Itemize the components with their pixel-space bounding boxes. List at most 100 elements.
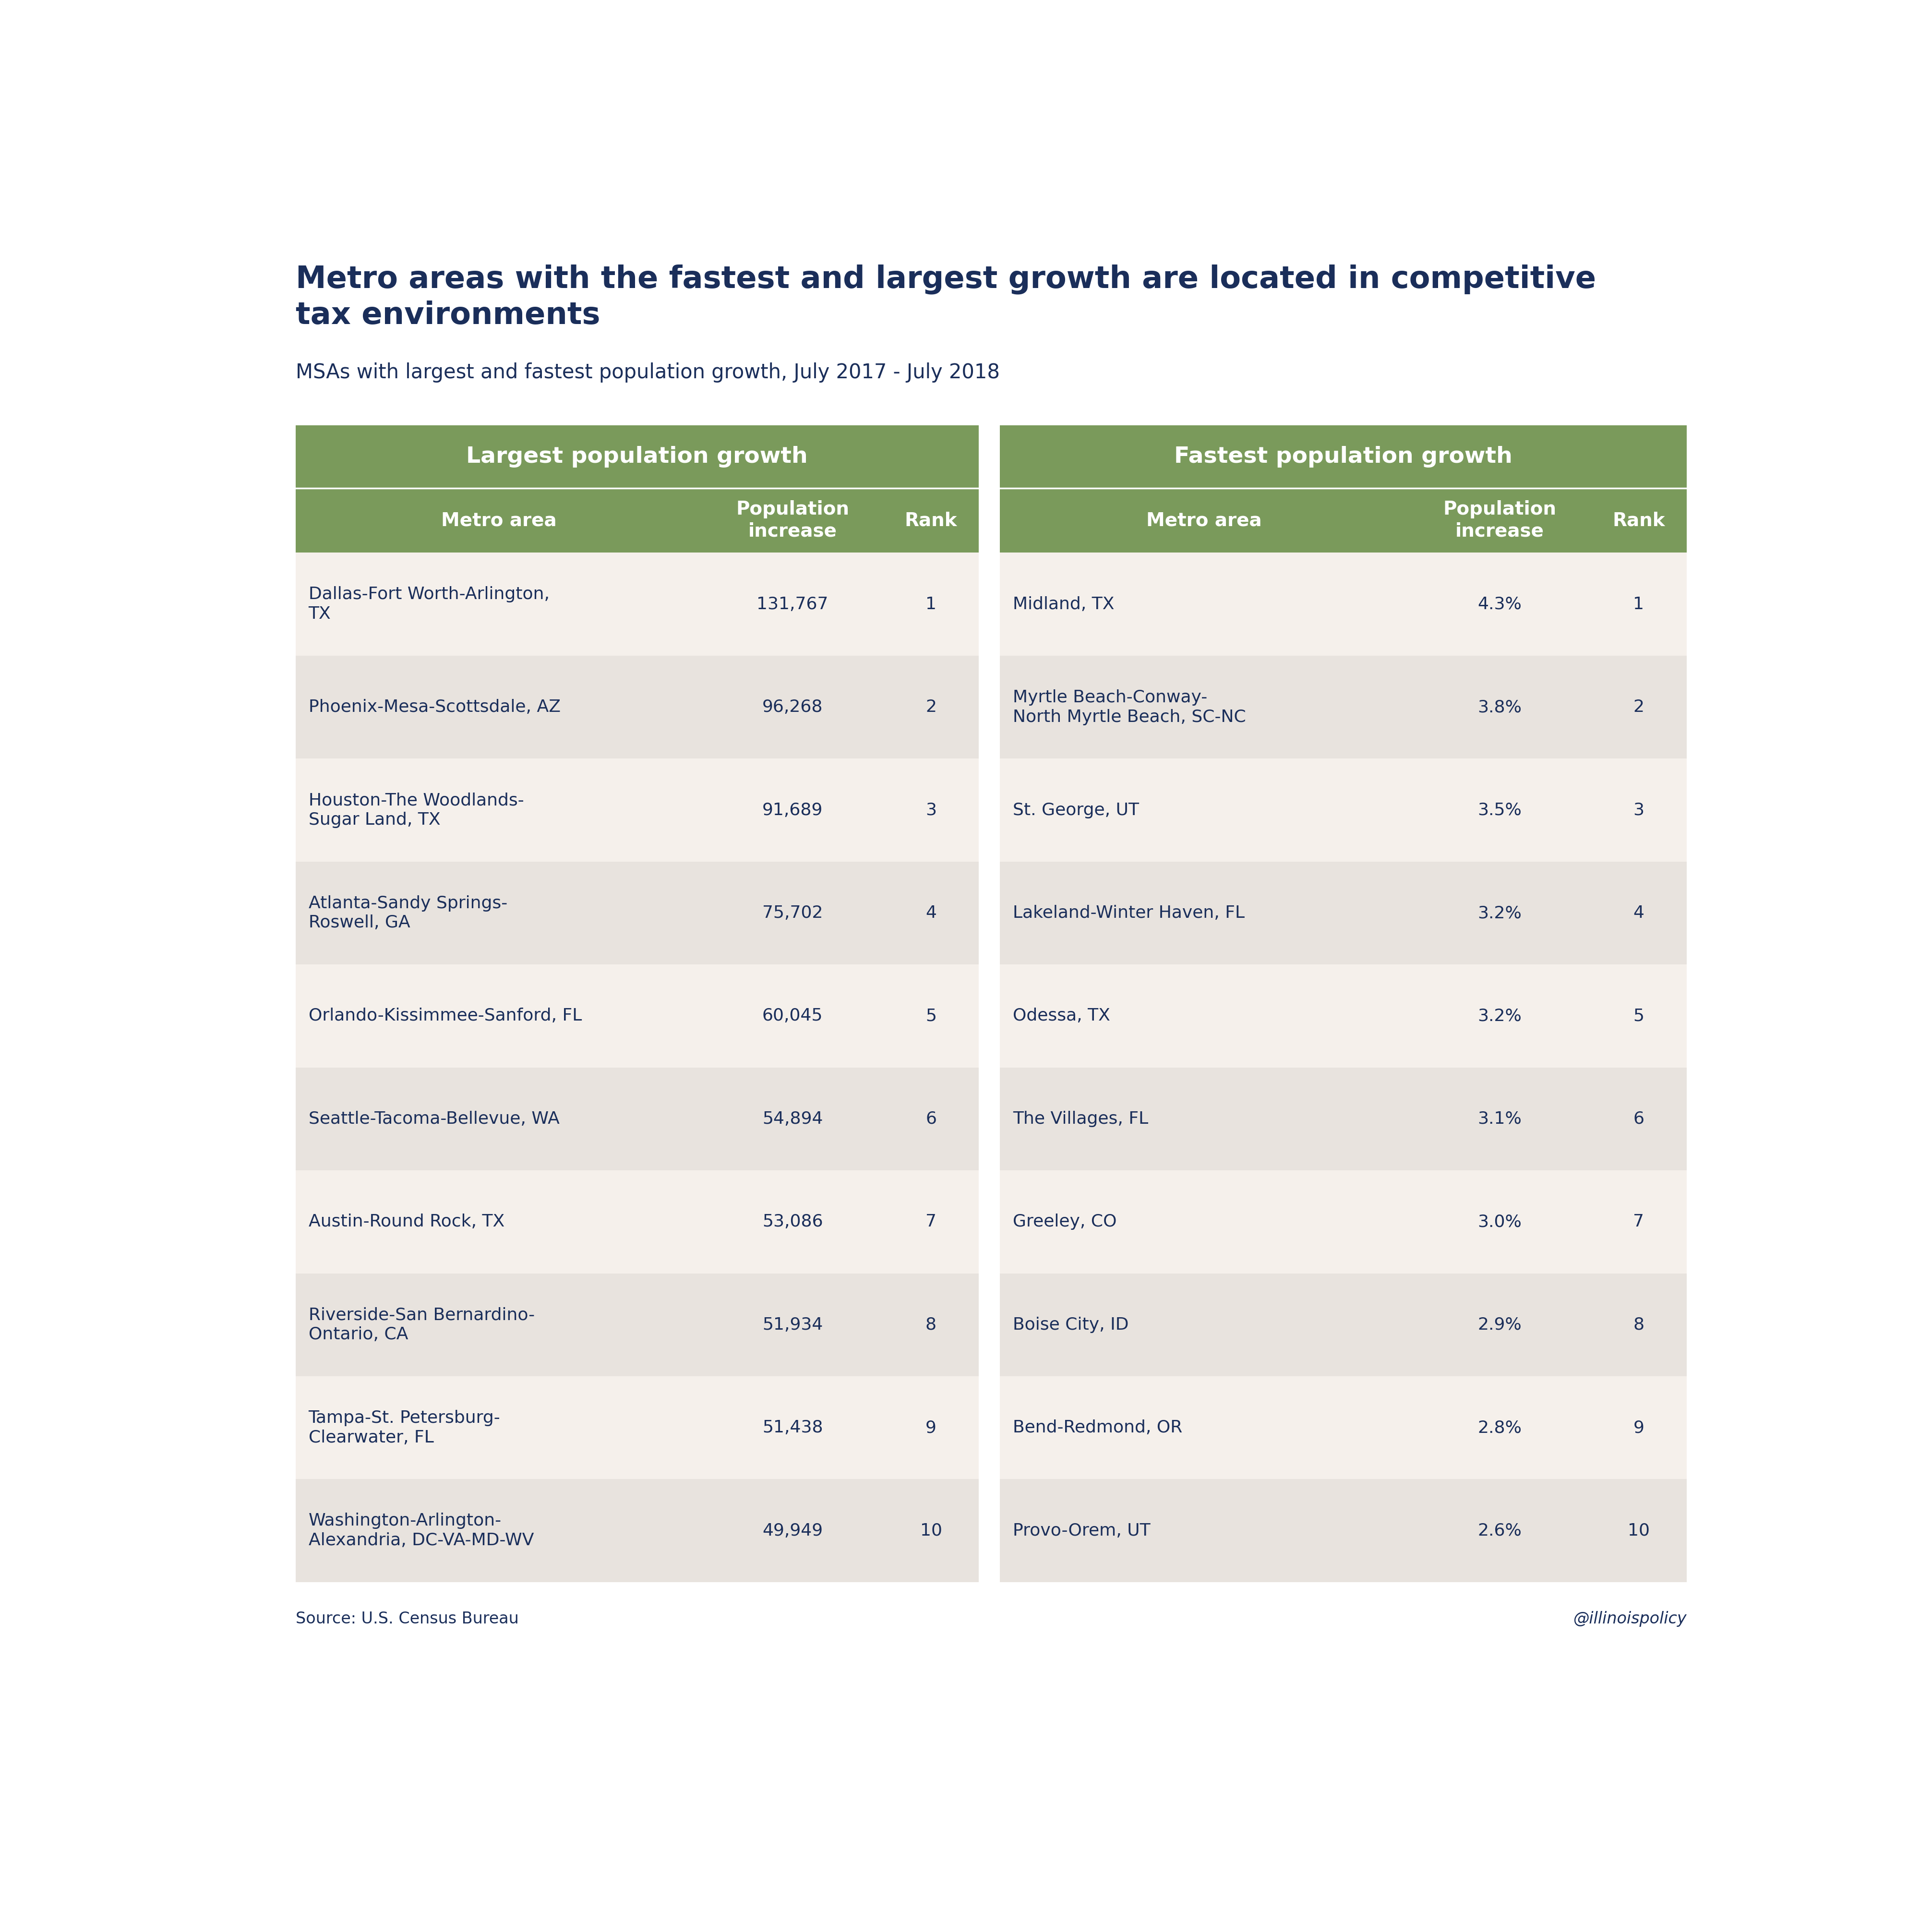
Text: Midland, TX: Midland, TX — [1012, 596, 1115, 612]
Text: Bend-Redmond, OR: Bend-Redmond, OR — [1012, 1420, 1182, 1435]
Bar — [999, 552, 1687, 655]
Bar — [296, 655, 980, 759]
Text: Metro area: Metro area — [1146, 512, 1262, 529]
Text: 4: 4 — [925, 906, 937, 921]
Text: 54,894: 54,894 — [763, 1110, 823, 1127]
Text: Provo-Orem, UT: Provo-Orem, UT — [1012, 1523, 1150, 1538]
Text: 51,934: 51,934 — [763, 1317, 823, 1334]
Text: 4.3%: 4.3% — [1478, 596, 1522, 612]
Text: 8: 8 — [1633, 1317, 1644, 1334]
Bar — [296, 862, 980, 965]
Text: 2.6%: 2.6% — [1478, 1523, 1522, 1538]
Text: Orlando-Kissimmee-Sanford, FL: Orlando-Kissimmee-Sanford, FL — [309, 1007, 582, 1024]
Text: The Villages, FL: The Villages, FL — [1012, 1110, 1148, 1127]
Text: Seattle-Tacoma-Bellevue, WA: Seattle-Tacoma-Bellevue, WA — [309, 1110, 560, 1127]
Text: St. George, UT: St. George, UT — [1012, 803, 1138, 818]
Text: Source: U.S. Census Bureau: Source: U.S. Census Bureau — [296, 1611, 518, 1626]
Text: Metro area: Metro area — [440, 512, 556, 529]
Bar — [980, 487, 999, 552]
Text: 8: 8 — [925, 1317, 937, 1334]
Text: Phoenix-Mesa-Scottsdale, AZ: Phoenix-Mesa-Scottsdale, AZ — [309, 699, 560, 715]
Text: 9: 9 — [1633, 1420, 1644, 1435]
Bar — [296, 1068, 980, 1170]
Text: 75,702: 75,702 — [763, 906, 823, 921]
Text: Austin-Round Rock, TX: Austin-Round Rock, TX — [309, 1213, 504, 1231]
Text: Myrtle Beach-Conway-
North Myrtle Beach, SC-NC: Myrtle Beach-Conway- North Myrtle Beach,… — [1012, 690, 1246, 724]
Text: 3.0%: 3.0% — [1478, 1213, 1522, 1231]
Bar — [980, 552, 999, 655]
Text: 7: 7 — [1633, 1213, 1644, 1231]
Bar — [999, 1273, 1687, 1376]
Bar — [999, 1376, 1687, 1479]
Text: Metro areas with the fastest and largest growth are located in competitive
tax e: Metro areas with the fastest and largest… — [296, 264, 1596, 331]
Bar — [296, 487, 980, 552]
Text: Rank: Rank — [904, 512, 956, 529]
Bar — [999, 862, 1687, 965]
Bar — [980, 965, 999, 1068]
Bar — [999, 1479, 1687, 1582]
Bar — [980, 1376, 999, 1479]
Text: 3.8%: 3.8% — [1478, 699, 1522, 715]
Text: Houston-The Woodlands-
Sugar Land, TX: Houston-The Woodlands- Sugar Land, TX — [309, 793, 524, 827]
Bar — [296, 965, 980, 1068]
Bar — [980, 655, 999, 759]
Text: Dallas-Fort Worth-Arlington,
TX: Dallas-Fort Worth-Arlington, TX — [309, 587, 549, 623]
Bar — [296, 1273, 980, 1376]
Text: 53,086: 53,086 — [763, 1213, 823, 1231]
Text: Riverside-San Bernardino-
Ontario, CA: Riverside-San Bernardino- Ontario, CA — [309, 1307, 535, 1343]
Text: Greeley, CO: Greeley, CO — [1012, 1213, 1117, 1231]
Text: 51,438: 51,438 — [763, 1420, 823, 1435]
Text: 6: 6 — [1633, 1110, 1644, 1127]
Text: MSAs with largest and fastest population growth, July 2017 - July 2018: MSAs with largest and fastest population… — [296, 363, 999, 382]
Text: 2.9%: 2.9% — [1478, 1317, 1522, 1334]
Text: 3.2%: 3.2% — [1478, 1007, 1522, 1024]
Text: 10: 10 — [1627, 1523, 1650, 1538]
Text: 3: 3 — [1633, 803, 1644, 818]
Text: 49,949: 49,949 — [763, 1523, 823, 1538]
Text: 9: 9 — [925, 1420, 937, 1435]
Bar — [296, 1170, 980, 1273]
Bar — [296, 552, 980, 655]
Text: 3.5%: 3.5% — [1478, 803, 1522, 818]
Text: Largest population growth: Largest population growth — [466, 445, 808, 468]
Bar — [999, 487, 1687, 552]
Text: 2.8%: 2.8% — [1478, 1420, 1522, 1435]
Bar — [980, 862, 999, 965]
Bar — [980, 1479, 999, 1582]
Bar — [999, 655, 1687, 759]
Bar — [980, 426, 999, 487]
Text: 1: 1 — [925, 596, 937, 612]
Text: Population
increase: Population increase — [736, 501, 850, 541]
Text: Rank: Rank — [1613, 512, 1665, 529]
Text: Tampa-St. Petersburg-
Clearwater, FL: Tampa-St. Petersburg- Clearwater, FL — [309, 1410, 500, 1447]
Text: Atlanta-Sandy Springs-
Roswell, GA: Atlanta-Sandy Springs- Roswell, GA — [309, 894, 508, 931]
Bar — [980, 759, 999, 862]
Text: 5: 5 — [1633, 1007, 1644, 1024]
Text: @illinoispolicy: @illinoispolicy — [1573, 1611, 1687, 1626]
Bar — [980, 1068, 999, 1170]
Text: 2: 2 — [925, 699, 937, 715]
Text: 131,767: 131,767 — [757, 596, 829, 612]
Text: 91,689: 91,689 — [763, 803, 823, 818]
Text: Lakeland-Winter Haven, FL: Lakeland-Winter Haven, FL — [1012, 906, 1244, 921]
Bar — [999, 426, 1687, 487]
Bar — [296, 1376, 980, 1479]
Bar — [999, 1170, 1687, 1273]
Bar — [296, 759, 980, 862]
Text: 5: 5 — [925, 1007, 937, 1024]
Bar — [296, 426, 980, 487]
Text: 7: 7 — [925, 1213, 937, 1231]
Text: Odessa, TX: Odessa, TX — [1012, 1007, 1111, 1024]
Bar — [999, 759, 1687, 862]
Text: 3.2%: 3.2% — [1478, 906, 1522, 921]
Text: Population
increase: Population increase — [1443, 501, 1555, 541]
Text: 4: 4 — [1633, 906, 1644, 921]
Text: 2: 2 — [1633, 699, 1644, 715]
Bar — [980, 1273, 999, 1376]
Text: 60,045: 60,045 — [763, 1007, 823, 1024]
Text: 96,268: 96,268 — [763, 699, 823, 715]
Text: Fastest population growth: Fastest population growth — [1175, 445, 1513, 468]
Text: Washington-Arlington-
Alexandria, DC-VA-MD-WV: Washington-Arlington- Alexandria, DC-VA-… — [309, 1514, 533, 1548]
Text: 6: 6 — [925, 1110, 937, 1127]
Text: Boise City, ID: Boise City, ID — [1012, 1317, 1128, 1334]
